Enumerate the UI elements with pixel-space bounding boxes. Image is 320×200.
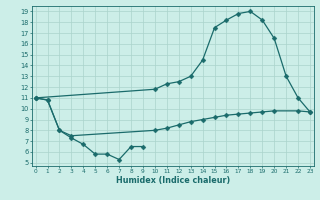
X-axis label: Humidex (Indice chaleur): Humidex (Indice chaleur) [116,176,230,185]
